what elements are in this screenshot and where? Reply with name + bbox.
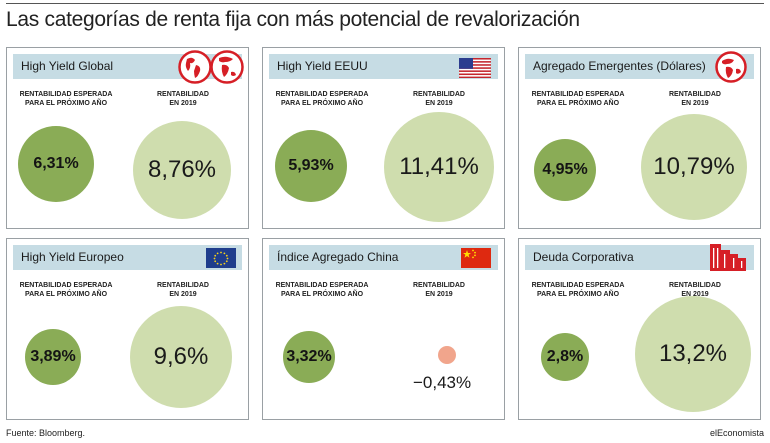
card-title: Agregado Emergentes (Dólares)	[533, 59, 706, 73]
return-2019-label: RENTABILIDAD EN 2019	[157, 282, 209, 298]
card-high-yield-eeuu: High Yield EEUU RENTABILIDAD ESPERADA PAR…	[262, 47, 505, 229]
page-title: Las categorías de renta fija con más pot…	[6, 8, 580, 31]
expected-return-label: RENTABILIDAD ESPERADA PARA EL PRÓXIMO AÑO	[19, 91, 113, 107]
return-2019-circle: 9,6%	[130, 306, 232, 408]
card-title: Índice Agregado China	[277, 250, 399, 264]
title-rule	[6, 3, 764, 4]
expected-return-circle: 5,93%	[275, 130, 347, 202]
expected-return-circle: 4,95%	[534, 139, 596, 201]
source-note: Fuente: Bloomberg.	[6, 428, 86, 438]
return-2019-circle: 10,79%	[641, 114, 747, 220]
buildings-icon	[710, 244, 746, 271]
brand-name: elEconomista	[709, 428, 764, 438]
globe-icon	[715, 51, 747, 83]
card-title: High Yield Europeo	[21, 250, 124, 264]
expected-return-label: RENTABILIDAD ESPERADA PARA EL PRÓXIMO AÑO	[275, 91, 369, 107]
card-high-yield-global: High Yield Global RENTABILIDAD ESPERADA P…	[6, 47, 249, 229]
card-title: Deuda Corporativa	[533, 250, 634, 264]
return-2019-circle: 8,76%	[133, 121, 231, 219]
expected-return-label: RENTABILIDAD ESPERADA PARA EL PRÓXIMO AÑO	[275, 282, 369, 298]
globe-icon	[178, 50, 244, 84]
return-2019-label: RENTABILIDAD EN 2019	[669, 282, 721, 298]
card-deuda-corporativa: Deuda Corporativa RENTABILIDAD ESPERADA P…	[518, 238, 761, 420]
return-2019-label: RENTABILIDAD EN 2019	[413, 91, 465, 107]
return-2019-circle: 11,41%	[384, 112, 494, 222]
expected-return-circle: 6,31%	[18, 126, 94, 202]
card-indice-agregado-china: Índice Agregado China RENTABILIDAD ESPER…	[262, 238, 505, 420]
expected-return-label: RENTABILIDAD ESPERADA PARA EL PRÓXIMO AÑO	[531, 91, 625, 107]
return-2019-label: RENTABILIDAD EN 2019	[413, 282, 465, 298]
expected-return-circle: 3,32%	[283, 331, 335, 383]
expected-return-circle: 3,89%	[25, 329, 81, 385]
us-flag-icon	[459, 58, 491, 78]
card-title: High Yield Global	[21, 59, 114, 73]
return-2019-label: RENTABILIDAD EN 2019	[157, 91, 209, 107]
card-header: High Yield Europeo	[13, 245, 242, 270]
card-title: High Yield EEUU	[277, 59, 368, 73]
card-agregado-emergentes: Agregado Emergentes (Dólares) RENTABILID…	[518, 47, 761, 229]
expected-return-label: RENTABILIDAD ESPERADA PARA EL PRÓXIMO AÑO	[531, 282, 625, 298]
card-header: Índice Agregado China	[269, 245, 498, 270]
return-2019-value: −0,43%	[413, 373, 472, 392]
return-2019-circle: 13,2%	[635, 296, 751, 412]
china-flag-icon	[461, 248, 491, 268]
card-high-yield-europeo: High Yield Europeo RENTABILIDAD ESPERADA…	[6, 238, 249, 420]
eu-flag-icon	[206, 248, 236, 268]
negative-return-circle	[438, 346, 456, 364]
expected-return-label: RENTABILIDAD ESPERADA PARA EL PRÓXIMO AÑO	[19, 282, 113, 298]
expected-return-circle: 2,8%	[541, 333, 589, 381]
return-2019-label: RENTABILIDAD EN 2019	[669, 91, 721, 107]
